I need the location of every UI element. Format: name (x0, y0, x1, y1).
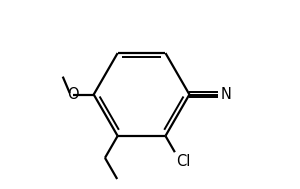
Text: N: N (221, 87, 232, 102)
Text: Cl: Cl (176, 154, 190, 169)
Text: O: O (67, 87, 79, 102)
